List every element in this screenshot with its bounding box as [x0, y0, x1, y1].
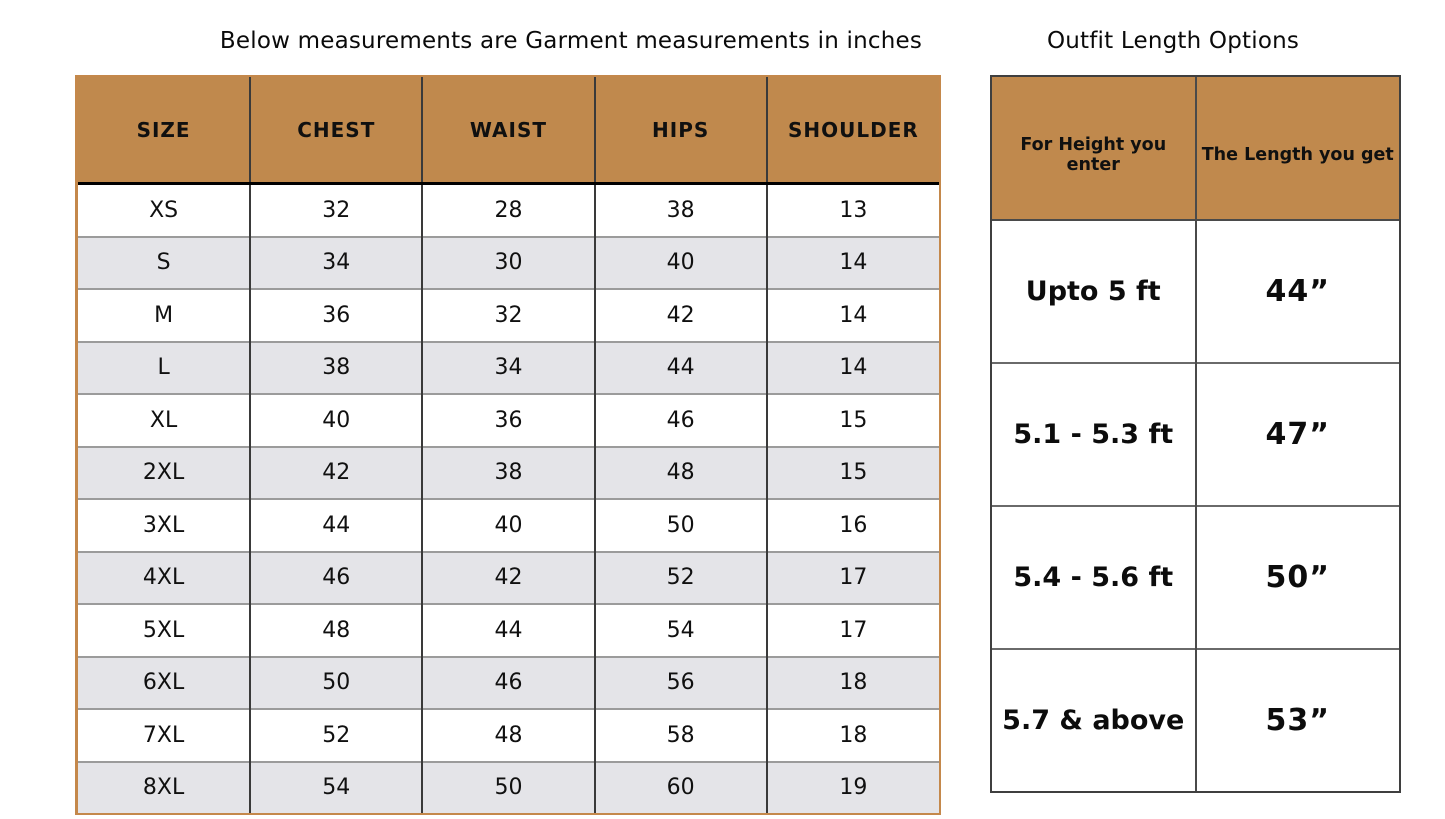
chest-cell: 54 — [249, 760, 423, 813]
table-row: 5.4 - 5.6 ft 50” — [992, 505, 1399, 649]
column-header-waist: WAIST — [421, 77, 595, 185]
table-row: S 34 30 40 14 — [78, 235, 939, 289]
table-row: 5.1 - 5.3 ft 47” — [992, 362, 1399, 506]
column-header-hips: HIPS — [593, 77, 767, 185]
table-row: 2XL 42 38 48 15 — [78, 445, 939, 499]
size-cell: S — [78, 235, 251, 289]
shoulder-cell: 15 — [765, 393, 939, 447]
waist-cell: 48 — [421, 708, 595, 762]
shoulder-cell: 18 — [765, 708, 939, 762]
chest-cell: 50 — [249, 655, 423, 709]
hips-cell: 42 — [593, 288, 767, 342]
column-header-length: The Length you get — [1194, 77, 1399, 221]
shoulder-cell: 13 — [765, 183, 939, 237]
hips-cell: 60 — [593, 760, 767, 813]
waist-cell: 44 — [421, 603, 595, 657]
chest-cell: 44 — [249, 498, 423, 552]
hips-cell: 52 — [593, 550, 767, 604]
outfit-length-table: For Height you enter The Length you get … — [990, 75, 1401, 793]
size-cell: 7XL — [78, 708, 251, 762]
size-cell: 3XL — [78, 498, 251, 552]
hips-cell: 54 — [593, 603, 767, 657]
length-value-cell: 47” — [1194, 362, 1399, 506]
hips-cell: 58 — [593, 708, 767, 762]
height-range-cell: 5.7 & above — [992, 648, 1196, 791]
table-row: XL 40 36 46 15 — [78, 393, 939, 447]
size-cell: 6XL — [78, 655, 251, 709]
waist-cell: 38 — [421, 445, 595, 499]
column-header-size: SIZE — [78, 77, 251, 185]
hips-cell: 48 — [593, 445, 767, 499]
hips-cell: 50 — [593, 498, 767, 552]
garment-header-row: SIZE CHEST WAIST HIPS SHOULDER — [78, 77, 939, 185]
shoulder-cell: 19 — [765, 760, 939, 813]
waist-cell: 30 — [421, 235, 595, 289]
chest-cell: 32 — [249, 183, 423, 237]
height-range-cell: 5.4 - 5.6 ft — [992, 505, 1196, 649]
shoulder-cell: 17 — [765, 603, 939, 657]
chest-cell: 38 — [249, 340, 423, 394]
table-row: Upto 5 ft 44” — [992, 220, 1399, 363]
size-cell: 5XL — [78, 603, 251, 657]
chest-cell: 36 — [249, 288, 423, 342]
waist-cell: 28 — [421, 183, 595, 237]
hips-cell: 44 — [593, 340, 767, 394]
garment-table-title: Below measurements are Garment measureme… — [219, 28, 923, 54]
shoulder-cell: 14 — [765, 235, 939, 289]
chest-cell: 52 — [249, 708, 423, 762]
chest-cell: 40 — [249, 393, 423, 447]
waist-cell: 46 — [421, 655, 595, 709]
waist-cell: 42 — [421, 550, 595, 604]
garment-measurements-table: SIZE CHEST WAIST HIPS SHOULDER XS 32 28 38 1… — [75, 75, 941, 815]
hips-cell: 46 — [593, 393, 767, 447]
table-row: 8XL 54 50 60 19 — [78, 760, 939, 813]
size-cell: 4XL — [78, 550, 251, 604]
length-value-cell: 44” — [1194, 220, 1399, 363]
length-value-cell: 53” — [1194, 648, 1399, 791]
hips-cell: 56 — [593, 655, 767, 709]
table-row: 4XL 46 42 52 17 — [78, 550, 939, 604]
outfit-length-title: Outfit Length Options — [1046, 28, 1300, 54]
size-cell: L — [78, 340, 251, 394]
outfit-header-row: For Height you enter The Length you get — [992, 77, 1399, 221]
table-row: 5.7 & above 53” — [992, 648, 1399, 791]
table-row: 3XL 44 40 50 16 — [78, 498, 939, 552]
table-row: XS 32 28 38 13 — [78, 183, 939, 237]
column-header-shoulder: SHOULDER — [765, 77, 939, 185]
hips-cell: 38 — [593, 183, 767, 237]
chest-cell: 34 — [249, 235, 423, 289]
chest-cell: 48 — [249, 603, 423, 657]
column-header-chest: CHEST — [249, 77, 423, 185]
chest-cell: 42 — [249, 445, 423, 499]
waist-cell: 40 — [421, 498, 595, 552]
shoulder-cell: 17 — [765, 550, 939, 604]
size-cell: 8XL — [78, 760, 251, 813]
table-row: 6XL 50 46 56 18 — [78, 655, 939, 709]
column-header-height: For Height you enter — [992, 77, 1196, 221]
table-row: L 38 34 44 14 — [78, 340, 939, 394]
table-row: 7XL 52 48 58 18 — [78, 708, 939, 762]
size-cell: 2XL — [78, 445, 251, 499]
height-range-cell: Upto 5 ft — [992, 220, 1196, 363]
size-cell: XS — [78, 183, 251, 237]
height-range-cell: 5.1 - 5.3 ft — [992, 362, 1196, 506]
shoulder-cell: 14 — [765, 288, 939, 342]
waist-cell: 32 — [421, 288, 595, 342]
table-row: M 36 32 42 14 — [78, 288, 939, 342]
size-cell: M — [78, 288, 251, 342]
shoulder-cell: 16 — [765, 498, 939, 552]
table-row: 5XL 48 44 54 17 — [78, 603, 939, 657]
shoulder-cell: 14 — [765, 340, 939, 394]
shoulder-cell: 15 — [765, 445, 939, 499]
shoulder-cell: 18 — [765, 655, 939, 709]
chest-cell: 46 — [249, 550, 423, 604]
waist-cell: 34 — [421, 340, 595, 394]
size-cell: XL — [78, 393, 251, 447]
waist-cell: 36 — [421, 393, 595, 447]
length-value-cell: 50” — [1194, 505, 1399, 649]
waist-cell: 50 — [421, 760, 595, 813]
hips-cell: 40 — [593, 235, 767, 289]
